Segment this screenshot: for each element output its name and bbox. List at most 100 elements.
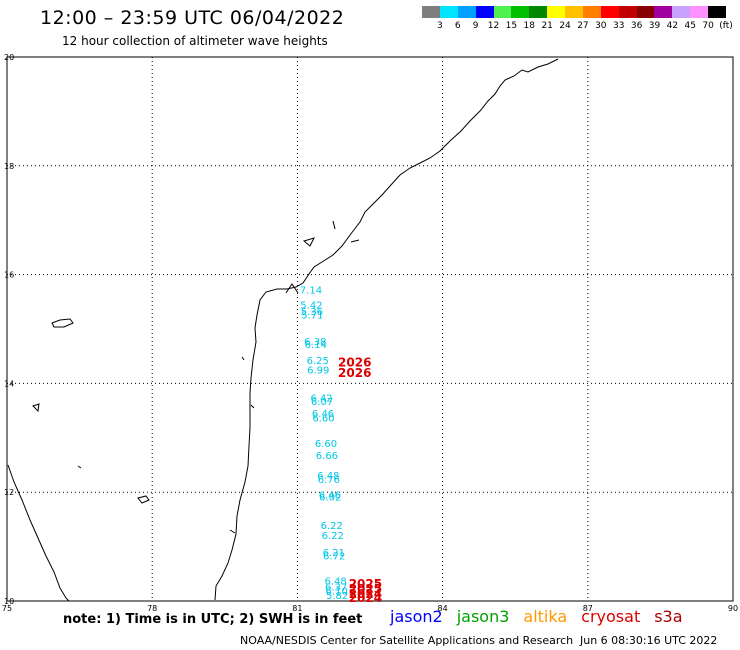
legend-swatch xyxy=(672,6,691,18)
swh-value: 5.42 xyxy=(300,301,322,312)
feature-5 xyxy=(250,404,255,409)
legend-swatch xyxy=(493,6,512,18)
pass-time: 2025 xyxy=(349,577,382,591)
mission-name: jason3 xyxy=(456,607,510,626)
swh-value: 6.37 xyxy=(325,582,347,593)
swh-value: 6.46 xyxy=(312,409,334,420)
lon-tick-label: 90 xyxy=(728,604,738,613)
legend-label: 21 xyxy=(541,21,553,31)
island-2 xyxy=(137,495,150,504)
feature-3 xyxy=(350,239,360,243)
swh-value: 6.60 xyxy=(312,414,334,425)
wave-height-observations: 7.14 5.425.365.71 6.386.14 6.256.99 6.426.07… xyxy=(300,285,382,605)
legend-swatch xyxy=(600,6,619,18)
legend-swatch xyxy=(690,6,708,18)
legend-label: 3 xyxy=(437,21,443,31)
legend-label: 33 xyxy=(612,21,625,31)
mission-name: altika xyxy=(523,607,568,626)
legend-swatch xyxy=(475,6,494,18)
swh-value: 6.14 xyxy=(305,340,327,351)
map-frame xyxy=(6,56,734,602)
swh-value: 6.38 xyxy=(304,337,326,348)
swh-value: 6.22 xyxy=(321,521,343,532)
lat-tick-label: 16 xyxy=(4,271,14,280)
swh-value: 7.14 xyxy=(300,285,322,296)
latitude-labels: 10 12 14 16 18 20 xyxy=(4,53,14,606)
swh-value: 6.46 xyxy=(319,490,341,501)
legend-swatch xyxy=(636,6,655,18)
legend-swatch xyxy=(654,6,673,18)
legend-swatch xyxy=(708,6,726,18)
mission-name: jason2 xyxy=(390,607,443,626)
feature-7 xyxy=(229,529,236,534)
feature-4 xyxy=(241,356,245,361)
pass-time: 2025 xyxy=(349,582,382,596)
color-scale-legend xyxy=(422,6,726,18)
delta-marker xyxy=(285,283,299,294)
legend-label: 70 xyxy=(702,21,714,31)
legend-label: 42 xyxy=(666,21,679,31)
pass-time: 2026 xyxy=(338,356,371,370)
legend-swatch xyxy=(422,6,440,18)
legend-label: 6 xyxy=(454,21,461,31)
legend-label: 12 xyxy=(487,21,500,31)
mainland-coast xyxy=(214,58,559,601)
mission-name: s3a xyxy=(654,607,683,626)
swh-value: 6.25 xyxy=(307,356,329,367)
feature-2 xyxy=(302,237,315,247)
swh-value: 5.71 xyxy=(301,310,323,321)
lon-tick-label: 75 xyxy=(2,604,12,613)
west-coast xyxy=(7,464,70,602)
longitude-labels: 75 78 81 84 87 90 xyxy=(2,604,738,613)
lat-tick-label: 12 xyxy=(4,488,14,497)
map-title: 12:00 – 23:59 UTC 06/04/2022 xyxy=(40,7,345,29)
swh-value: 6.21 xyxy=(323,548,345,559)
legend-swatch xyxy=(511,6,530,18)
feature-1 xyxy=(332,220,336,230)
lon-tick-label: 84 xyxy=(438,604,448,613)
pass-time: 2024 xyxy=(349,587,382,601)
swh-value: 6.72 xyxy=(323,551,345,562)
swh-value: 6.48 xyxy=(317,471,339,482)
units-note: note: 1) Time is in UTC; 2) SWH is in fe… xyxy=(63,612,363,627)
legend-swatch xyxy=(565,6,583,18)
swh-value: 6.99 xyxy=(307,365,329,376)
swh-value: 5.36 xyxy=(301,307,323,318)
legend-unit: (ft) xyxy=(719,21,733,31)
swh-value: 6.42 xyxy=(310,394,332,405)
lat-tick-label: 14 xyxy=(4,379,14,388)
legend-label: 18 xyxy=(523,21,535,31)
legend-swatch xyxy=(439,6,458,18)
swh-value: 6.66 xyxy=(316,451,338,462)
swh-value: 6.02 xyxy=(319,493,341,504)
pass-time: 2026 xyxy=(338,366,371,380)
legend-label: 24 xyxy=(559,21,571,31)
lon-tick-label: 81 xyxy=(292,604,302,613)
feature-6 xyxy=(77,465,82,469)
swh-value: 6.48 xyxy=(325,576,347,587)
island-3 xyxy=(32,403,40,413)
mission-legend: jason2 jason3 altika cryosat s3a xyxy=(390,607,697,626)
legend-label: 9 xyxy=(472,21,479,31)
swh-value: 6.76 xyxy=(318,475,340,486)
legend-label: 45 xyxy=(684,21,696,31)
swh-value: 6.07 xyxy=(311,397,333,408)
legend-label: 39 xyxy=(648,21,661,31)
lon-tick-label: 87 xyxy=(583,604,593,613)
swh-value: 6.22 xyxy=(322,531,344,542)
legend-label: 15 xyxy=(505,21,518,31)
color-scale-labels: 3 6 9 12 15 18 21 24 27 30 33 36 39 42 45 70 (ft) xyxy=(422,21,740,33)
legend-swatch xyxy=(457,6,476,18)
legend-swatch xyxy=(582,6,601,18)
coastline xyxy=(7,58,559,602)
lat-tick-label: 18 xyxy=(4,162,14,171)
lat-tick-label: 10 xyxy=(4,597,14,606)
credit-line: NOAA/NESDIS Center for Satellite Applica… xyxy=(240,634,574,647)
legend-label: 30 xyxy=(595,21,607,31)
lat-tick-label: 20 xyxy=(4,53,14,62)
legend-swatch xyxy=(529,6,548,18)
swh-value: 6.60 xyxy=(315,439,337,450)
legend-swatch xyxy=(618,6,637,18)
generated-timestamp: Jun 6 08:30:16 UTC 2022 xyxy=(580,634,718,647)
